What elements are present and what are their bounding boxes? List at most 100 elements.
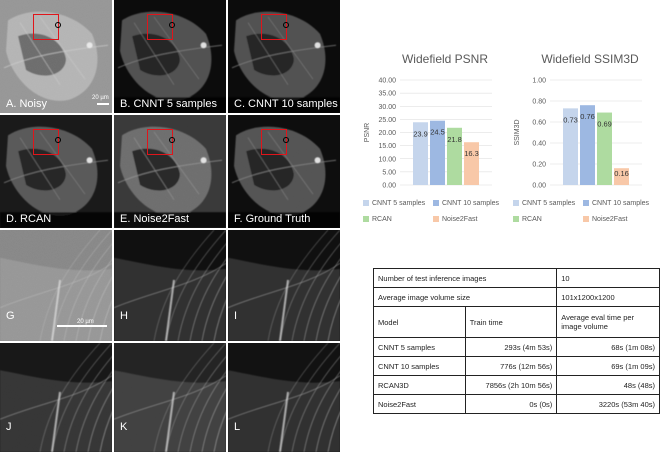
panel-label: F. Ground Truth [234, 213, 311, 225]
table-cell: 101x1200x1200 [556, 287, 660, 307]
panel-label: G [6, 309, 15, 322]
y-tick-label: 0.60 [532, 120, 546, 127]
y-tick-label: 15.00 [378, 143, 396, 150]
y-axis-label: SSIM3D [514, 119, 521, 145]
panel-label: L [234, 421, 241, 434]
table-cell: CNNT 5 samples [373, 337, 466, 357]
table-cell: 10 [556, 268, 660, 288]
table-row: CNNT 5 samples 293s (4m 53s) 68s (1m 08s) [373, 337, 660, 357]
bar-noise2fast [614, 168, 629, 185]
roi-marker [169, 22, 175, 28]
legend-label: CNNT 5 samples [372, 200, 426, 207]
y-tick-label: 0.00 [532, 183, 546, 190]
panel-label: H [120, 309, 128, 322]
legend-item: CNNT 5 samples [363, 200, 425, 207]
y-tick-label: 35.00 [378, 91, 396, 98]
image-panel-b: B. CNNT 5 samples [114, 0, 226, 113]
y-tick-label: 25.00 [378, 117, 396, 124]
panel-label: C. CNNT 10 samples [234, 98, 338, 110]
legend-item: Noise2Fast [583, 216, 627, 223]
image-panel-i: I [228, 230, 340, 341]
table-row: Model Train time Average eval time per ima… [373, 306, 660, 338]
y-tick-label: 0.20 [532, 162, 546, 169]
bar-cnnt-5-samples [563, 108, 578, 185]
legend-item: CNNT 10 samples [583, 200, 649, 207]
bar-data-label: 16.3 [464, 149, 479, 158]
legend-item: CNNT 10 samples [433, 200, 499, 207]
bar-data-label: 23.9 [413, 129, 428, 138]
image-panel-f: F. Ground Truth [228, 115, 340, 228]
y-tick-label: 0.00 [382, 183, 396, 190]
bar-data-label: 0.69 [597, 120, 612, 129]
table-cell: 0s (0s) [464, 394, 558, 414]
y-tick-label: 0.80 [532, 99, 546, 106]
table-cell: 48s (48s) [556, 375, 660, 395]
y-tick-label: 1.00 [532, 78, 546, 85]
panel-label: I [234, 309, 238, 322]
panel-label: E. Noise2Fast [120, 213, 190, 225]
image-panel-a: A. Noisy 20 µm [0, 0, 112, 113]
legend-swatch [363, 200, 369, 207]
legend-swatch [583, 200, 589, 207]
legend-item: CNNT 5 samples [513, 200, 575, 207]
table-row: RCAN3D 7856s (2h 10m 56s) 48s (48s) [373, 375, 660, 395]
roi-marker [283, 22, 289, 28]
table-cell: Noise2Fast [373, 394, 466, 414]
scale-bar-label: 20 µm [77, 318, 94, 325]
image-panel-h: H [114, 230, 226, 341]
table-cell: Number of test inference images [372, 268, 558, 288]
table-row: Average image volume size 101x1200x1200 [372, 287, 660, 307]
y-tick-label: 0.40 [532, 141, 546, 148]
table-row: CNNT 10 samples 776s (12m 56s) 69s (1m 09s… [373, 356, 660, 376]
image-panel-c: C. CNNT 10 samples [228, 0, 340, 113]
bar-data-label: 0.76 [580, 112, 595, 121]
legend-label: Noise2Fast [592, 216, 628, 223]
y-tick-label: 5.00 [382, 169, 396, 176]
roi-marker [55, 137, 61, 143]
y-axis-label: PSNR [364, 123, 371, 142]
image-panel-l: L [228, 343, 340, 452]
table-cell: Average image volume size [372, 287, 558, 307]
legend-swatch [583, 216, 589, 223]
bar-cnnt-5-samples [413, 122, 428, 185]
panel-label: D. RCAN [6, 213, 52, 225]
roi-marker [55, 22, 61, 28]
bar-rcan [447, 127, 462, 185]
bar-cnnt-10-samples [430, 120, 445, 185]
panel-label: A. Noisy [6, 98, 47, 110]
bar-data-label: 0.73 [563, 115, 578, 124]
legend-swatch [433, 200, 439, 207]
legend-label: RCAN [372, 216, 392, 223]
psnr-legend: CNNT 5 samples CNNT 10 samples RCAN Noise2F… [363, 200, 513, 226]
table-cell: 293s (4m 53s) [464, 337, 558, 357]
legend-swatch [513, 216, 519, 223]
image-panel-j: J [0, 343, 112, 452]
panel-label: B. CNNT 5 samples [120, 98, 217, 110]
legend-label: CNNT 10 samples [442, 200, 500, 207]
legend-item: RCAN [363, 216, 392, 223]
bar-cnnt-10-samples [580, 105, 595, 185]
timing-table: Number of test inference images 10 Average… [372, 268, 660, 414]
roi-marker [283, 137, 289, 143]
image-panel-k: K [114, 343, 226, 452]
image-panel-e: E. Noise2Fast [114, 115, 226, 228]
psnr-chart-title: Widefield PSNR [401, 52, 489, 66]
image-panel-d: D. RCAN [0, 115, 112, 228]
ssim-chart-title: Widefield SSIM3D [541, 52, 639, 66]
legend-item: RCAN [513, 216, 542, 223]
table-cell: 7856s (2h 10m 56s) [464, 375, 558, 395]
y-tick-label: 30.00 [378, 104, 396, 111]
table-cell: RCAN3D [373, 375, 466, 395]
legend-label: Noise2Fast [442, 216, 478, 223]
image-panel-g: G 20 µm [0, 230, 112, 341]
legend-label: CNNT 10 samples [592, 200, 650, 207]
psnr-chart-svg: 0.00 5.00 10.00 15.00 20.00 25.00 30.00 35.00 40… [364, 78, 492, 190]
bar-data-label: 0.16 [614, 169, 629, 178]
ssim-legend: CNNT 5 samples CNNT 10 samples RCAN Noise2F… [513, 200, 663, 226]
table-cell: Train time [464, 306, 558, 338]
scale-bar-label: 20 µm [92, 95, 109, 101]
legend-swatch [433, 216, 439, 223]
table-cell: 3220s (53m 40s) [556, 394, 660, 414]
legend-label: RCAN [522, 216, 542, 223]
